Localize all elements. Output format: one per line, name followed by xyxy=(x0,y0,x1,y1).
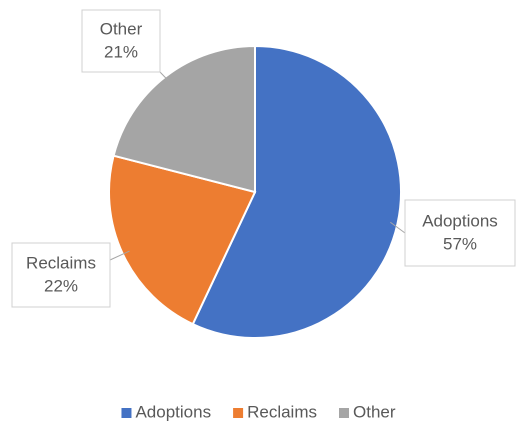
label-value: 21% xyxy=(104,42,138,61)
label-name: Adoptions xyxy=(422,211,498,230)
pie-slice xyxy=(112,44,256,194)
label-box xyxy=(404,199,516,267)
legend-swatch xyxy=(233,408,244,418)
leader-line xyxy=(159,71,171,83)
legend-label: Adoptions xyxy=(135,402,211,421)
legend-label: Reclaims xyxy=(247,402,317,421)
label-box xyxy=(11,242,111,308)
legend-item: Adoptions xyxy=(121,402,211,421)
label-value: 22% xyxy=(44,276,78,295)
label-value: 57% xyxy=(443,234,477,253)
legend-swatch xyxy=(121,408,132,418)
pie-slice xyxy=(191,44,402,339)
leader-line xyxy=(390,221,406,234)
legend-item: Reclaims xyxy=(233,402,317,421)
label-name: Reclaims xyxy=(26,253,96,272)
leader-line xyxy=(109,250,130,261)
label-box xyxy=(81,9,161,73)
legend-label: Other xyxy=(353,402,396,421)
label-name: Other xyxy=(100,19,143,38)
legend-item: Other xyxy=(339,402,396,421)
legend-swatch xyxy=(339,408,349,418)
